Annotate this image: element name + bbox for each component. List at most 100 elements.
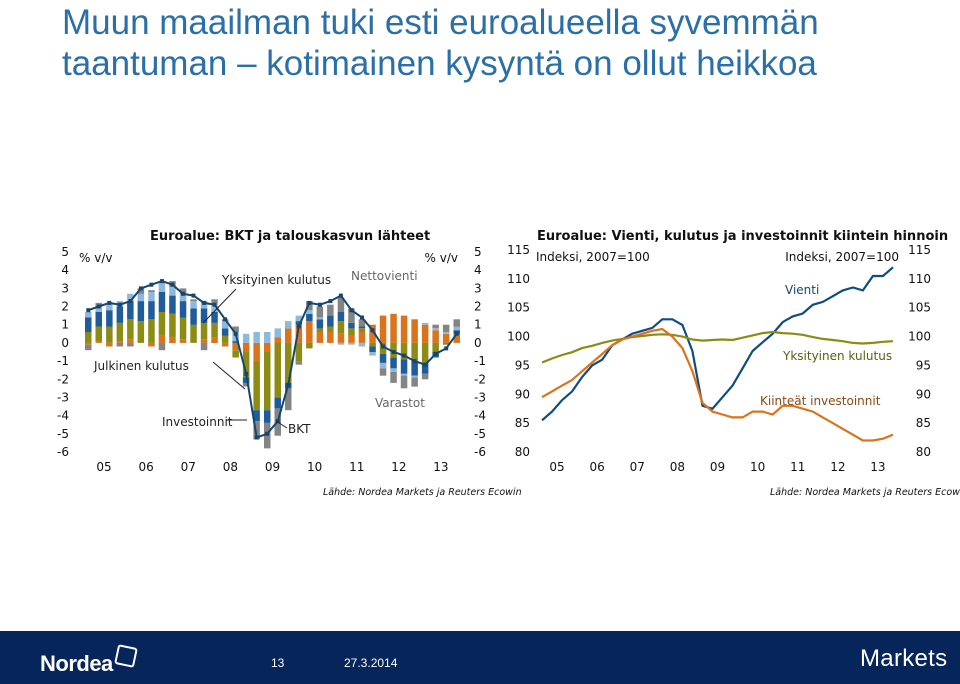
bar-nettovienti (348, 335, 355, 343)
bar-nettovienti (274, 337, 281, 343)
line-yksityinen-kulutus (541, 330, 894, 364)
bar-nettovienti (232, 342, 239, 351)
bar-yksityinen-kulutus (316, 319, 324, 329)
bar-investoinnit (306, 342, 313, 349)
bar-julkinen-kulutus (179, 293, 187, 302)
bar-nettovienti (411, 319, 418, 343)
bar-investoinnit (148, 319, 155, 343)
bar-julkinen-kulutus (421, 322, 429, 325)
bkt-point (265, 431, 270, 436)
bar-julkinen-kulutus (158, 282, 166, 292)
bar-yksityinen-kulutus (127, 301, 134, 320)
bkt-point (86, 308, 91, 313)
bar-nettovienti (400, 315, 408, 343)
bar-yksityinen-kulutus (179, 301, 187, 318)
y-tick-label: -2 (57, 372, 69, 386)
source-right: Lähde: Nordea Markets ja Reuters Ecowin (770, 487, 960, 498)
y-tick-label: 5 (61, 245, 69, 259)
ylabel-left: Indeksi, 2007=100 (536, 250, 650, 264)
x-axis: 05 06 07 08 09 10 11 12 13 (96, 460, 448, 474)
bar-investoinnit (221, 335, 229, 343)
bar-nettovienti (253, 342, 260, 362)
bkt-point (423, 362, 428, 367)
bar-investoinnit (411, 342, 418, 362)
ylabel-right: Indeksi, 2007=100 (785, 250, 899, 264)
bar-nettovienti (127, 339, 134, 343)
x-tick-label: 07 (630, 460, 645, 474)
slide-title: Muun maailman tuki esti euroalueella syv… (62, 3, 819, 83)
bar-yksityinen-kulutus (274, 397, 281, 409)
x-tick-label: 12 (391, 460, 406, 474)
bar-nettovienti (179, 339, 187, 343)
bar-yksityinen-kulutus (379, 353, 387, 363)
bar-yksityinen-kulutus (369, 346, 376, 352)
bar-nettovienti (95, 341, 102, 343)
bar-varastot (337, 297, 345, 312)
bar-yksityinen-kulutus (337, 312, 345, 322)
x-tick-label: 09 (710, 460, 725, 474)
x-tick-label: 08 (223, 460, 238, 474)
bar-julkinen-kulutus (306, 310, 313, 314)
bar-julkinen-kulutus (242, 333, 250, 343)
bar-investoinnit (369, 342, 376, 347)
bar-julkinen-kulutus (221, 321, 229, 329)
bar-julkinen-kulutus (148, 292, 155, 302)
bkt-point (138, 286, 143, 291)
source-left: Lähde: Nordea Markets ja Reuters Ecowin (323, 487, 522, 498)
bar-nettovienti (327, 332, 334, 343)
bkt-point (107, 300, 112, 305)
bar-varastot (306, 301, 313, 311)
bar-yksityinen-kulutus (306, 313, 313, 322)
bar-nettovienti (116, 341, 124, 343)
y-tick-label: -1 (474, 354, 486, 368)
bar-julkinen-kulutus (379, 362, 387, 369)
bar-julkinen-kulutus (295, 315, 303, 322)
bkt-point (128, 299, 133, 304)
bar-varastot (232, 326, 239, 332)
bar-investoinnit (400, 342, 408, 360)
bkt-point (328, 299, 333, 304)
bar-nettovienti (106, 342, 113, 347)
bar-varastot (379, 368, 387, 376)
y-tick-label: -3 (474, 390, 486, 404)
bkt-point (160, 279, 164, 284)
x-tick-label: 07 (181, 460, 196, 474)
leader-line-bkt (275, 420, 288, 429)
y-tick-label: -2 (474, 372, 486, 386)
chart-title-right: Euroalue: Vienti, kulutus ja investoinni… (537, 229, 949, 244)
x-tick-label: 11 (790, 460, 805, 474)
bar-nettovienti (306, 321, 313, 343)
bar-julkinen-kulutus (285, 321, 292, 329)
bar-julkinen-kulutus (432, 328, 439, 331)
bar-investoinnit (327, 326, 334, 332)
bar-investoinnit (200, 322, 208, 340)
bar-varastot (285, 388, 292, 411)
y-tick-label: 85 (515, 416, 530, 430)
bkt-point (244, 371, 249, 376)
bar-investoinnit (158, 312, 166, 336)
y-tick-label: 100 (507, 330, 530, 344)
y-tick-label: -5 (474, 427, 486, 441)
bar-julkinen-kulutus (137, 293, 145, 302)
bar-yksityinen-kulutus (232, 341, 239, 343)
line-kiinteät-investoinnit (541, 327, 894, 442)
bar-varastot (200, 342, 208, 351)
bar-varastot (432, 324, 439, 329)
bar-varastot (316, 306, 324, 318)
bar-investoinnit (253, 361, 260, 411)
y-tick-label: 90 (916, 387, 931, 401)
bar-yksityinen-kulutus (116, 306, 124, 323)
bar-nettovienti (158, 335, 166, 343)
bar-julkinen-kulutus (190, 301, 197, 309)
bar-nettovienti (316, 332, 324, 343)
bar-nettovienti (453, 335, 460, 343)
label-julkinen-kulutus: Julkinen kulutus (93, 359, 189, 373)
bar-yksityinen-kulutus (221, 328, 229, 336)
bar-yksityinen-kulutus (190, 308, 197, 325)
bar-nettovienti (85, 342, 92, 345)
y-tick-label: -6 (474, 445, 486, 459)
bar-investoinnit (348, 328, 355, 336)
bar-julkinen-kulutus (369, 352, 376, 356)
bar-nettovienti (337, 333, 345, 343)
bar-investoinnit (316, 328, 324, 332)
